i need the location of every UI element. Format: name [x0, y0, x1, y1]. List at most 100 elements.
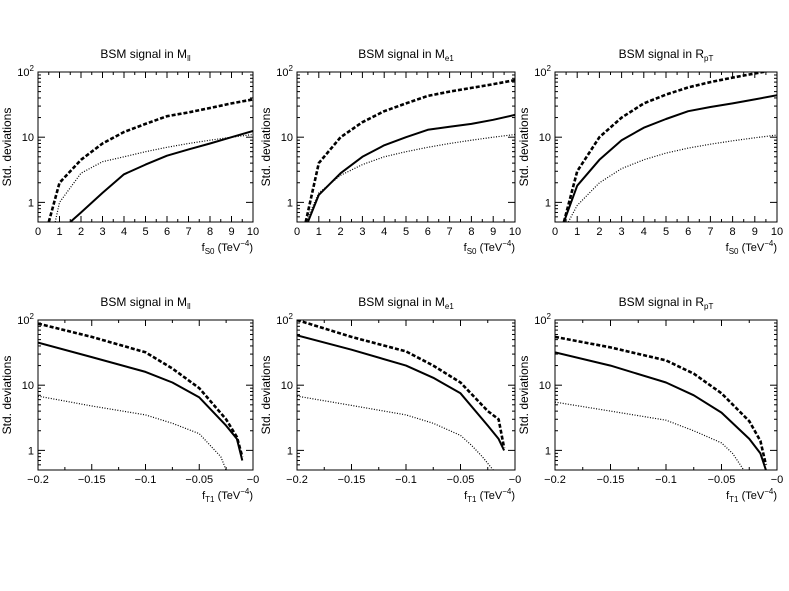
- x-tick-label: 3: [359, 226, 365, 238]
- x-tick-label: −0.1: [135, 474, 157, 486]
- plot-frame: [296, 319, 516, 471]
- chart-panel-5: BSM signal in Me1 Std. deviations fT1 (TeV…: [259, 295, 521, 504]
- series-line-solid: [562, 94, 777, 222]
- x-label-unit: (TeV: [739, 242, 765, 254]
- x-label-superscript: −4: [240, 487, 250, 496]
- x-axis-label: fS0 (TeV−4): [726, 239, 777, 256]
- y-tick-text: 10: [534, 67, 546, 79]
- series-line-dotted: [297, 395, 494, 470]
- series-group: [562, 72, 777, 222]
- x-tick-label: 2: [338, 226, 344, 238]
- chart-panel-1: BSM signal in Mll Std. deviations fS0 (TeV…: [0, 47, 259, 256]
- x-label-unit: (TeV: [739, 490, 765, 502]
- chart-title: BSM signal in Mll: [100, 47, 190, 63]
- x-axis-label: fT1 (TeV−4): [726, 487, 777, 504]
- series-group: [297, 320, 506, 470]
- title-subscript: ll: [187, 54, 191, 63]
- x-label-close: ): [249, 242, 253, 254]
- x-label-subscript: S0: [729, 247, 739, 256]
- y-tick-text: 1: [287, 197, 293, 209]
- x-label-subscript: S0: [467, 247, 477, 256]
- chart-title: BSM signal in Mll: [100, 295, 190, 311]
- series-line-solid: [38, 341, 244, 461]
- plot-frame: [37, 319, 254, 471]
- x-tick-label: 4: [121, 226, 127, 238]
- x-label-symbol: f: [464, 490, 468, 502]
- y-tick-text: 10: [22, 380, 34, 392]
- x-label-symbol: f: [464, 242, 468, 254]
- plot-frame: [37, 71, 254, 223]
- x-tick-label: 9: [228, 226, 234, 238]
- chart-panel-3: BSM signal in RpT Std. deviations fS0 (TeV…: [517, 47, 783, 256]
- y-tick-label: 102: [276, 64, 293, 79]
- y-tick-text: 1: [545, 445, 551, 457]
- y-tick-superscript: 2: [547, 312, 552, 321]
- x-tick-label: 9: [752, 226, 758, 238]
- y-tick-text: 10: [281, 132, 293, 144]
- chart-panel-4: BSM signal in Mll Std. deviations fT1 (TeV…: [0, 295, 259, 504]
- y-tick-label: 10: [539, 380, 551, 392]
- title-text: BSM signal in M: [100, 47, 187, 61]
- title-text: BSM signal in M: [358, 47, 445, 61]
- series-line-dotted: [54, 133, 253, 222]
- y-axis-label: Std. deviations: [517, 108, 531, 187]
- y-tick-text: 10: [539, 132, 551, 144]
- x-tick-label: 2: [78, 226, 84, 238]
- title-text: BSM signal in R: [619, 295, 705, 309]
- y-tick-label: 10: [22, 132, 34, 144]
- y-tick-text: 10: [534, 315, 546, 327]
- chart-title: BSM signal in RpT: [619, 47, 714, 63]
- y-tick-label: 10: [281, 380, 293, 392]
- y-tick-text: 10: [539, 380, 551, 392]
- x-tick-label: 4: [381, 226, 387, 238]
- series-line-dashed: [562, 72, 770, 222]
- x-label-close: ): [249, 490, 253, 502]
- x-label-subscript: T1: [205, 495, 215, 504]
- y-tick-label: 1: [28, 445, 34, 457]
- series-line-dashed: [47, 98, 253, 222]
- x-tick-label: 1: [316, 226, 322, 238]
- x-tick-label: 5: [663, 226, 669, 238]
- y-tick-label: 102: [534, 64, 551, 79]
- chart-panel-6: BSM signal in RpT Std. deviations fT1 (TeV…: [517, 295, 783, 504]
- x-tick-label: −0: [247, 474, 260, 486]
- x-tick-label: −0.2: [286, 474, 308, 486]
- x-axis-label: fT1 (TeV−4): [464, 487, 515, 504]
- y-tick-text: 1: [545, 197, 551, 209]
- x-tick-label: 1: [574, 226, 580, 238]
- title-subscript: ll: [187, 302, 191, 311]
- title-subscript: pT: [704, 54, 713, 63]
- y-tick-text: 1: [28, 197, 34, 209]
- x-label-unit: (TeV: [215, 490, 241, 502]
- x-tick-label: 7: [185, 226, 191, 238]
- x-label-close: ): [773, 490, 777, 502]
- x-tick-label: 2: [596, 226, 602, 238]
- x-tick-label: −0.15: [78, 474, 106, 486]
- y-tick-text: 1: [287, 445, 293, 457]
- x-label-symbol: f: [726, 490, 730, 502]
- chart-panel-2: BSM signal in Me1 Std. deviations fS0 (TeV…: [259, 47, 521, 256]
- y-tick-superscript: 2: [30, 312, 35, 321]
- x-tick-label: 6: [425, 226, 431, 238]
- plot-frame: [554, 71, 778, 223]
- x-tick-label: 9: [490, 226, 496, 238]
- chart-title: BSM signal in Me1: [358, 47, 454, 63]
- series-line-dashed: [297, 320, 506, 448]
- x-axis-label: fT1 (TeV−4): [202, 487, 253, 504]
- y-tick-text: 10: [17, 315, 29, 327]
- y-tick-label: 1: [545, 197, 551, 209]
- y-tick-text: 10: [22, 132, 34, 144]
- series-group: [47, 98, 253, 222]
- series-line-dashed: [38, 322, 244, 458]
- x-label-close: ): [511, 490, 515, 502]
- x-tick-label: −0: [509, 474, 522, 486]
- x-tick-label: −0.15: [338, 474, 366, 486]
- y-axis-label: Std. deviations: [0, 356, 14, 435]
- x-label-unit: (TeV: [215, 242, 241, 254]
- y-tick-label: 102: [17, 64, 34, 79]
- x-label-superscript: −4: [764, 487, 774, 496]
- x-tick-label: 1: [56, 226, 62, 238]
- x-tick-label: 7: [707, 226, 713, 238]
- series-line-dotted: [567, 134, 777, 222]
